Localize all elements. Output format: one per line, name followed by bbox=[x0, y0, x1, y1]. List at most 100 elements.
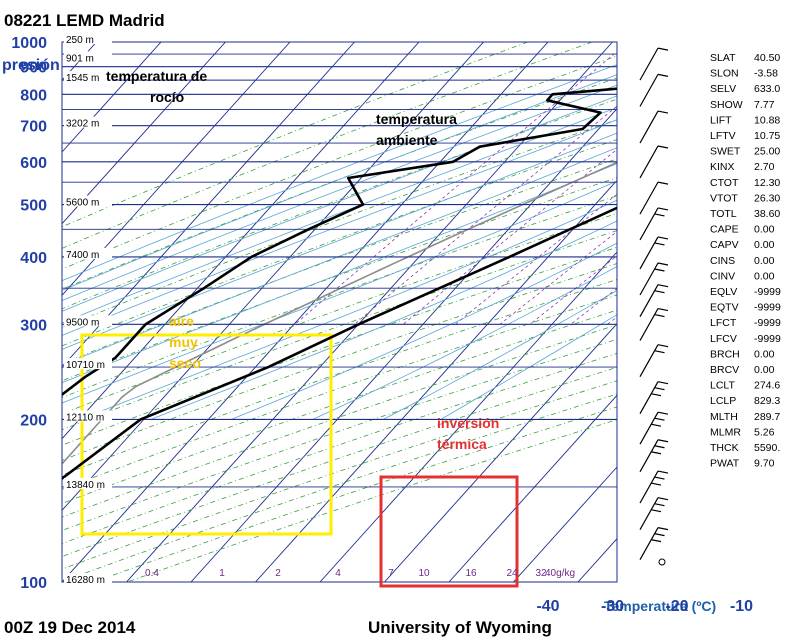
height-label: 5600 m bbox=[66, 198, 99, 209]
pressure-tick-label: 100 bbox=[20, 575, 47, 592]
index-name: LFCV bbox=[710, 333, 737, 345]
wind-barb bbox=[639, 73, 669, 107]
chart-series bbox=[62, 87, 617, 481]
index-value: 10.75 bbox=[754, 130, 780, 142]
isotherm-line bbox=[255, 179, 617, 582]
wind-barb-flag bbox=[657, 307, 669, 312]
dewpoint-line bbox=[62, 87, 617, 397]
wind-barb-staff bbox=[639, 497, 659, 530]
wind-barb bbox=[639, 47, 669, 81]
index-value: 26.30 bbox=[754, 192, 780, 204]
isotherm-line bbox=[62, 42, 355, 368]
mixing-ratio-label: 24 bbox=[506, 568, 518, 579]
wind-barb-flag bbox=[654, 313, 665, 318]
wind-barb-staff bbox=[639, 527, 659, 560]
wind-barb bbox=[639, 344, 669, 377]
index-name: LCLP bbox=[710, 395, 736, 407]
height-label: 250 m bbox=[66, 35, 94, 46]
index-value: 633.0 bbox=[754, 83, 780, 95]
height-label: 901 m bbox=[66, 53, 94, 64]
wind-barb-flag bbox=[657, 527, 669, 531]
wind-barb-staff bbox=[639, 284, 659, 317]
wind-barb bbox=[639, 262, 669, 296]
index-name: LCLT bbox=[710, 380, 735, 392]
height-label: 9500 m bbox=[66, 317, 99, 328]
index-value: 5.26 bbox=[754, 426, 775, 438]
annotation-text: inversión térmica bbox=[437, 415, 499, 452]
annotation-line: inversión bbox=[437, 415, 499, 431]
wind-barb-flag bbox=[657, 181, 669, 185]
wind-barb-staff bbox=[639, 236, 659, 270]
index-name: CAPV bbox=[710, 239, 739, 251]
mixing-ratio-label: 2 bbox=[275, 568, 281, 579]
annotation-line: aire bbox=[169, 313, 194, 329]
annotation-line: ambiente bbox=[376, 132, 438, 148]
index-value: 5590. bbox=[754, 442, 780, 454]
moist-adiabat-line bbox=[62, 163, 617, 384]
wind-barb bbox=[639, 470, 669, 504]
wind-barb-flag bbox=[657, 145, 669, 149]
annotation-line: muy bbox=[169, 334, 198, 350]
annotation-line: temperatura bbox=[376, 111, 457, 127]
index-name: MLTH bbox=[710, 411, 738, 423]
height-label-bg bbox=[64, 573, 112, 584]
wind-barb-staff bbox=[639, 181, 659, 215]
wind-barb-flag bbox=[657, 470, 669, 474]
index-name: TOTL bbox=[710, 208, 737, 220]
wind-barbs bbox=[639, 47, 669, 566]
pressure-tick-label: 700 bbox=[20, 119, 47, 136]
height-label: 10710 m bbox=[66, 360, 105, 371]
height-label: 12110 m bbox=[66, 412, 104, 423]
mixing-ratio-label: 7 bbox=[388, 568, 394, 579]
index-value: 0.00 bbox=[754, 224, 775, 236]
wind-barb-staff bbox=[639, 262, 659, 296]
wind-barb-flag bbox=[650, 393, 662, 397]
index-name: LFCT bbox=[710, 317, 737, 329]
moist-adiabat-line bbox=[62, 107, 617, 324]
chart-source: University of Wyoming bbox=[368, 618, 552, 637]
index-name: PWAT bbox=[710, 458, 740, 470]
isotherm-line bbox=[190, 107, 617, 582]
wind-barb-staff bbox=[639, 47, 659, 81]
temperature-tick-label: -20 bbox=[665, 598, 688, 615]
moist-adiabat-line bbox=[312, 266, 617, 420]
index-name: SELV bbox=[710, 83, 736, 95]
index-value: 40.50 bbox=[754, 52, 780, 64]
isotherm-line bbox=[62, 42, 162, 153]
wind-barb-flag bbox=[650, 539, 662, 543]
isotherm-line bbox=[62, 42, 420, 440]
height-label-bg bbox=[64, 33, 112, 44]
height-label: 16280 m bbox=[66, 575, 105, 586]
wind-barb-staff bbox=[639, 470, 659, 504]
mixing-ratio-label: 1 bbox=[219, 568, 225, 579]
mixing-ratio-label: 16 bbox=[465, 568, 477, 579]
index-value: 38.60 bbox=[754, 208, 780, 220]
height-label-bg bbox=[64, 195, 112, 207]
isotherm-line bbox=[62, 42, 549, 582]
x-axis-label: Temperatura (ºC) bbox=[604, 598, 716, 614]
chart-date: 00Z 19 Dec 2014 bbox=[4, 618, 136, 637]
index-name: KINX bbox=[710, 161, 735, 173]
wind-barb-staff bbox=[639, 344, 659, 377]
wind-barb bbox=[639, 307, 669, 341]
wind-barb bbox=[639, 439, 669, 473]
wind-barb-staff bbox=[639, 110, 659, 144]
index-name: CINV bbox=[710, 270, 735, 282]
moist-adiabat-line bbox=[231, 242, 617, 420]
wind-barb-flag bbox=[657, 411, 669, 415]
temperature-tick-label: -10 bbox=[730, 598, 753, 615]
index-value: 274.6 bbox=[754, 380, 780, 392]
index-value: 12.30 bbox=[754, 177, 780, 189]
index-name: EQTV bbox=[710, 302, 739, 314]
wind-barb-flag bbox=[650, 451, 662, 455]
wind-barb-flag bbox=[654, 242, 665, 246]
height-label-bg bbox=[64, 247, 112, 259]
height-label-bg bbox=[64, 410, 112, 422]
wind-barb-flag bbox=[654, 387, 665, 391]
wind-barb bbox=[639, 284, 669, 317]
wind-barb bbox=[639, 497, 669, 530]
chart-title: 08221 LEMD Madrid bbox=[4, 11, 165, 30]
wind-barb-flag bbox=[650, 509, 662, 513]
wind-barb-flag bbox=[657, 110, 669, 114]
annotation-text: temperatura ambiente bbox=[376, 111, 457, 148]
